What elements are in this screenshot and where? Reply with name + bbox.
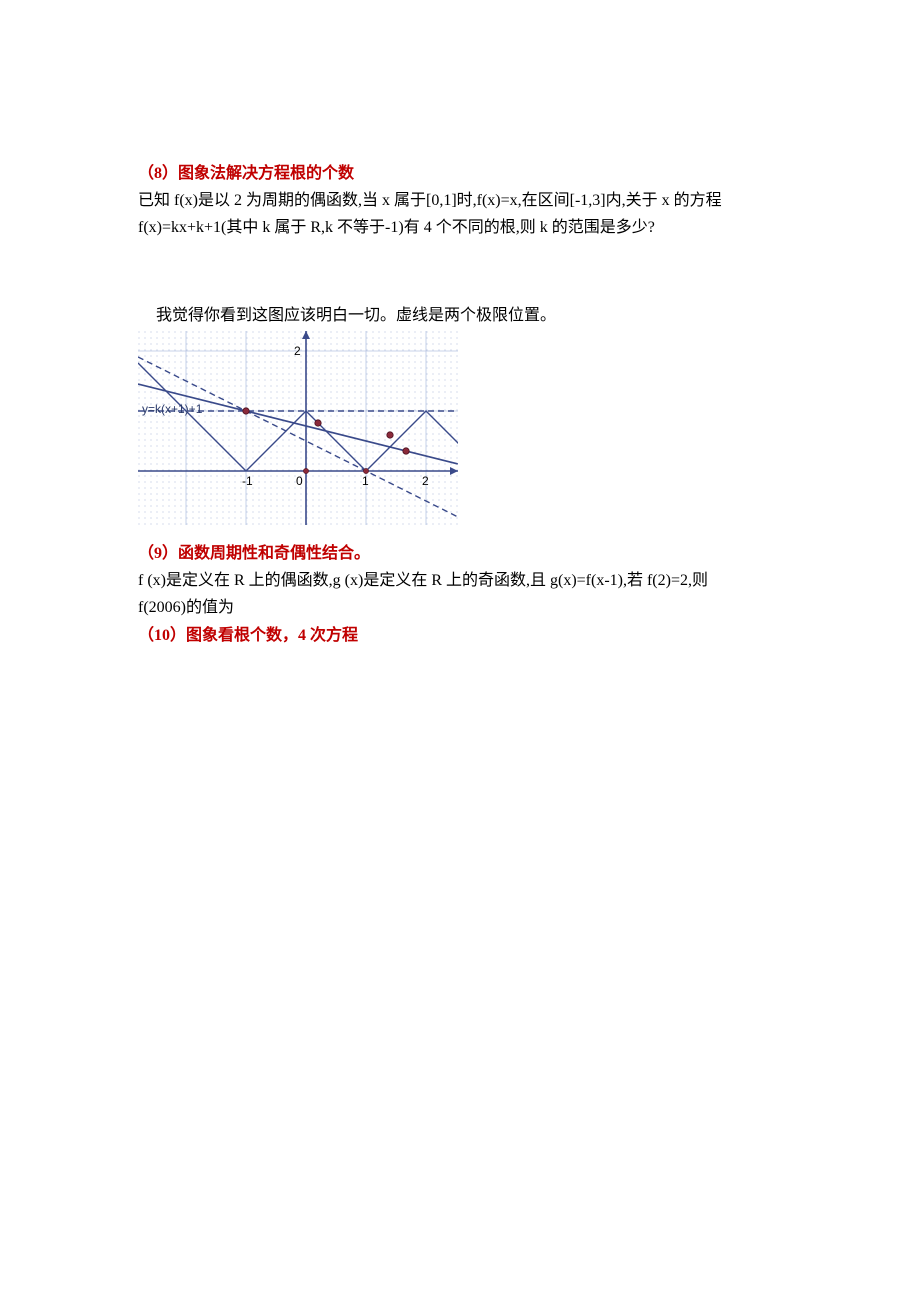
p10-heading-suffix: ）图象看根个数，	[170, 627, 298, 644]
graph-caption: 我觉得你看到这图应该明白一切。虚线是两个极限位置。	[138, 302, 802, 329]
problem-10-heading: （10）图象看根个数，4 次方程	[138, 622, 802, 649]
p10-heading-num: 10	[154, 627, 170, 644]
p8-heading-prefix: （	[138, 165, 154, 182]
p10-heading-tail: 次方程	[306, 627, 358, 644]
svg-text:1: 1	[362, 474, 369, 488]
p9-heading-prefix: （	[138, 545, 154, 562]
problem-8-heading: （8）图象法解决方程根的个数	[138, 160, 802, 187]
p8-heading-suffix: ）图象法解决方程根的个数	[162, 165, 354, 182]
p8-heading-num: 8	[154, 165, 162, 182]
p10-heading-num2: 4	[298, 627, 306, 644]
graph-container: -101232y=k(x+1)+1	[138, 331, 802, 534]
p9-line1: f (x)是定义在 R 上的偶函数,g (x)是定义在 R 上的奇函数,且 g(…	[138, 567, 802, 594]
svg-text:-1: -1	[242, 474, 253, 488]
problem-9-heading: （9）函数周期性和奇偶性结合。	[138, 540, 802, 567]
svg-text:2: 2	[422, 474, 429, 488]
svg-text:0: 0	[296, 474, 303, 488]
p9-heading-num: 9	[154, 545, 162, 562]
svg-text:y=k(x+1)+1: y=k(x+1)+1	[142, 402, 203, 416]
p8-line1: 已知 f(x)是以 2 为周期的偶函数,当 x 属于[0,1]时,f(x)=x,…	[138, 187, 802, 214]
p10-heading-prefix: （	[138, 627, 154, 644]
p9-heading-suffix: ）函数周期性和奇偶性结合。	[162, 545, 370, 562]
function-graph: -101232y=k(x+1)+1	[138, 331, 458, 525]
svg-text:2: 2	[294, 344, 301, 358]
p9-line2: f(2006)的值为	[138, 594, 802, 621]
p8-line2: f(x)=kx+k+1(其中 k 属于 R,k 不等于-1)有 4 个不同的根,…	[138, 214, 802, 241]
